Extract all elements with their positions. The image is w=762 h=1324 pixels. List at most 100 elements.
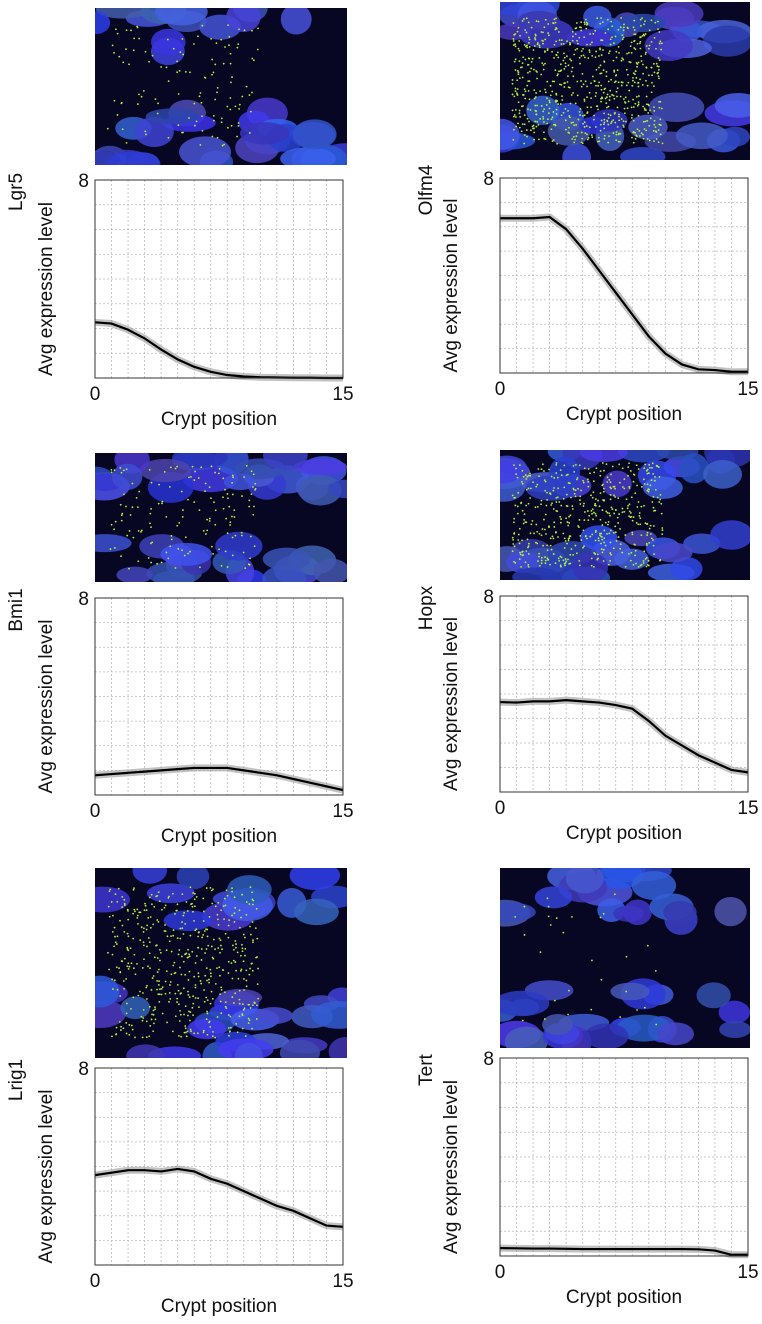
rna-dot [249, 535, 252, 538]
rna-dot [582, 114, 584, 117]
rna-dot [595, 68, 598, 71]
rna-dot [207, 944, 210, 947]
rna-dot [582, 546, 584, 549]
rna-dot [257, 967, 259, 970]
rna-dot [109, 548, 112, 550]
rna-dot [544, 18, 547, 21]
nucleus [583, 5, 612, 29]
rna-dot [227, 497, 229, 500]
rna-dot [639, 523, 642, 526]
rna-dot [538, 57, 541, 59]
rna-dot [574, 27, 577, 30]
rna-dot [256, 1004, 258, 1007]
rna-dot [192, 1014, 194, 1017]
rna-dot [627, 100, 630, 103]
y-tick-label: 8 [483, 169, 494, 190]
rna-dot [203, 1000, 206, 1003]
rna-dot [176, 997, 179, 1000]
plot-frame [94, 1067, 344, 1266]
rna-dot [131, 1028, 134, 1031]
rna-dot [128, 567, 130, 570]
rna-dot [571, 505, 574, 507]
rna-dot [572, 35, 574, 38]
rna-dot [604, 521, 607, 524]
rna-dot [612, 119, 615, 121]
rna-dot [553, 526, 556, 528]
rna-dot [125, 1012, 128, 1015]
rna-dot [598, 140, 601, 143]
rna-dot [120, 471, 123, 474]
rna-dot [151, 541, 154, 544]
rna-dot [596, 17, 599, 20]
rna-dot [567, 1013, 569, 1016]
rna-dot [612, 547, 615, 550]
rna-dot [616, 126, 619, 128]
rna-dot [189, 1028, 192, 1031]
rna-dot [165, 66, 168, 69]
rna-dot [255, 907, 258, 910]
rna-dot [573, 53, 576, 56]
rna-dot [549, 563, 551, 566]
rna-dot [516, 92, 518, 95]
rna-dot [145, 1036, 148, 1039]
rna-dot [531, 519, 534, 522]
rna-dot [185, 1031, 187, 1034]
rna-dot [582, 479, 585, 482]
rna-dot [632, 72, 635, 75]
rna-dot [193, 479, 196, 481]
rna-dot [229, 1030, 231, 1033]
rna-dot [618, 481, 621, 484]
rna-dot [616, 69, 619, 72]
rna-dot [601, 538, 604, 541]
rna-dot [540, 559, 543, 562]
rna-dot [527, 487, 530, 490]
rna-dot [660, 502, 663, 505]
rna-dot [194, 929, 197, 932]
rna-dot [640, 485, 643, 488]
rna-dot [182, 53, 185, 56]
rna-dot [611, 465, 614, 468]
rna-dot [658, 59, 661, 62]
rna-dot [614, 35, 617, 38]
rna-dot [112, 988, 114, 990]
rna-dot [529, 487, 532, 490]
rna-dot [591, 496, 594, 499]
rna-dot [534, 37, 536, 39]
rna-dot [211, 545, 213, 548]
rna-dot [528, 542, 530, 545]
rna-dot [608, 532, 611, 535]
nucleus [120, 996, 151, 1020]
rna-dot [613, 69, 616, 72]
rna-dot [587, 478, 589, 481]
rna-dot [558, 39, 561, 42]
rna-dot [188, 970, 191, 973]
rna-dot [541, 528, 544, 530]
rna-dot [530, 26, 533, 29]
rna-dot [584, 80, 587, 83]
rna-dot [553, 477, 556, 479]
rna-dot [244, 947, 247, 950]
rna-dot [555, 17, 557, 20]
rna-dot [627, 504, 630, 507]
rna-dot [157, 920, 160, 923]
rna-dot [560, 518, 563, 520]
rna-dot [555, 472, 558, 474]
rna-dot [177, 1003, 180, 1006]
rna-dot [569, 553, 572, 556]
rna-dot [634, 492, 637, 495]
rna-dot [192, 995, 195, 998]
rna-dot [142, 941, 145, 944]
nucleus [623, 899, 652, 926]
rna-dot [153, 1022, 155, 1025]
rna-dot [512, 38, 515, 40]
rna-dot [169, 466, 172, 469]
rna-dot [553, 999, 556, 1002]
rna-dot [560, 114, 563, 117]
rna-dot [637, 565, 640, 568]
rna-dot [573, 492, 576, 495]
rna-dot [588, 91, 591, 94]
rna-dot [646, 84, 649, 87]
rna-dot [629, 45, 632, 48]
nucleus [579, 116, 608, 135]
